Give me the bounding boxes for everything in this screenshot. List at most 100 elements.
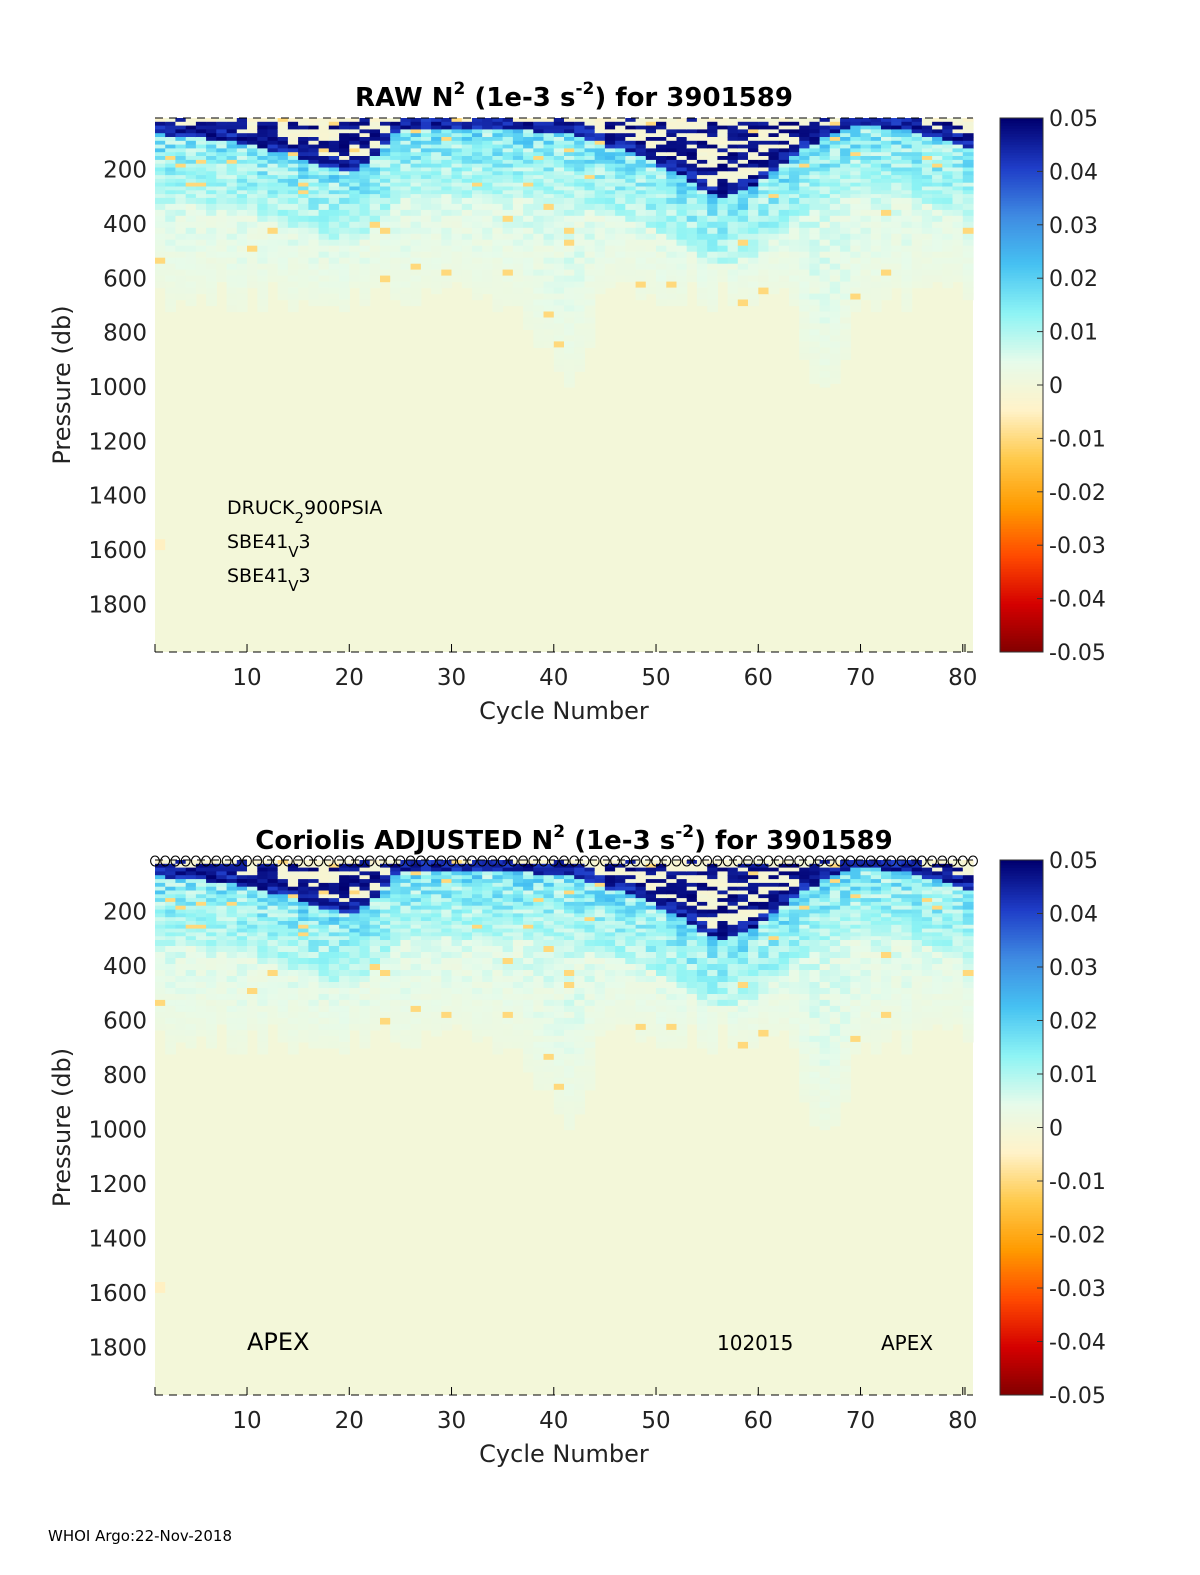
heatmap-cell bbox=[287, 245, 299, 253]
heatmap-cell bbox=[553, 863, 565, 869]
colorbar-strip bbox=[1000, 294, 1043, 298]
heatmap-cell bbox=[523, 970, 534, 977]
heatmap-cell bbox=[441, 905, 453, 911]
colorbar-tick-label: 0.01 bbox=[1049, 321, 1098, 346]
heatmap-cell bbox=[400, 946, 412, 953]
heatmap-cell bbox=[359, 1029, 371, 1037]
heatmap-cell bbox=[543, 905, 555, 911]
heatmap-cell bbox=[298, 159, 309, 165]
heatmap-cell bbox=[666, 175, 678, 180]
heatmap-cell bbox=[533, 917, 545, 922]
heatmap-cell bbox=[308, 275, 320, 283]
heatmap-cell bbox=[645, 194, 657, 199]
heatmap-cell bbox=[226, 233, 238, 241]
heatmap-cell bbox=[512, 940, 524, 947]
heatmap-cell bbox=[737, 293, 749, 301]
heatmap-cell bbox=[247, 917, 258, 922]
heatmap-cell bbox=[492, 167, 504, 172]
heatmap-cell bbox=[696, 239, 708, 247]
heatmap-cell bbox=[165, 890, 176, 895]
heatmap-cell bbox=[257, 275, 269, 283]
heatmap-cell bbox=[758, 233, 770, 241]
heatmap-cell bbox=[533, 305, 545, 313]
heatmap-cell bbox=[748, 118, 759, 123]
heatmap-cell bbox=[727, 245, 739, 253]
heatmap-cell bbox=[676, 125, 688, 130]
heatmap-cell bbox=[482, 909, 493, 914]
heatmap-cell bbox=[482, 257, 493, 265]
heatmap-cell bbox=[942, 133, 954, 138]
heatmap-cell bbox=[380, 129, 391, 134]
heatmap-cell bbox=[860, 137, 872, 142]
heatmap-cell bbox=[328, 988, 340, 995]
heatmap-cell bbox=[339, 970, 350, 977]
heatmap-cell bbox=[287, 239, 299, 247]
heatmap-cell bbox=[318, 905, 330, 911]
heatmap-cell bbox=[819, 197, 831, 205]
heatmap-cell bbox=[369, 275, 381, 283]
heatmap-cell bbox=[155, 890, 166, 895]
heatmap-cell bbox=[195, 970, 207, 977]
heatmap-cell bbox=[195, 917, 207, 922]
heatmap-cell bbox=[410, 932, 422, 937]
heatmap-cell bbox=[257, 879, 269, 884]
heatmap-cell bbox=[523, 203, 534, 211]
heatmap-cell bbox=[328, 233, 340, 241]
heatmap-cell bbox=[564, 215, 575, 223]
heatmap-cell bbox=[175, 1029, 187, 1037]
heatmap-cell bbox=[533, 1005, 545, 1013]
heatmap-cell bbox=[175, 203, 187, 211]
heatmap-cell bbox=[349, 909, 361, 914]
heatmap-cell bbox=[349, 245, 361, 253]
heatmap-cell bbox=[328, 976, 340, 983]
heatmap-cell bbox=[564, 175, 575, 180]
heatmap-cell bbox=[829, 221, 841, 229]
heatmap-cell bbox=[339, 928, 350, 933]
heatmap-cell bbox=[277, 879, 289, 884]
heatmap-cell bbox=[962, 221, 974, 229]
heatmap-cell bbox=[564, 875, 575, 880]
heatmap-cell bbox=[185, 913, 197, 918]
heatmap-cell bbox=[226, 178, 238, 184]
heatmap-cell bbox=[870, 197, 882, 205]
heatmap-cell bbox=[277, 964, 289, 971]
heatmap-cell bbox=[349, 133, 361, 138]
heatmap-cell bbox=[287, 928, 299, 933]
heatmap-cell bbox=[482, 137, 493, 142]
heatmap-cell bbox=[287, 982, 299, 989]
heatmap-cell bbox=[257, 913, 269, 918]
heatmap-cell bbox=[349, 175, 361, 180]
heatmap-cell bbox=[359, 152, 371, 157]
heatmap-cell bbox=[492, 118, 504, 123]
heatmap-cell bbox=[564, 287, 575, 295]
heatmap-cell bbox=[451, 251, 463, 259]
heatmap-cell bbox=[400, 901, 412, 907]
heatmap-cell bbox=[942, 269, 954, 277]
heatmap-cell bbox=[461, 194, 473, 199]
heatmap-cell bbox=[727, 178, 739, 184]
heatmap-cell bbox=[257, 958, 269, 965]
heatmap-cell bbox=[420, 263, 432, 271]
heatmap-cell bbox=[339, 227, 350, 235]
heatmap-cell bbox=[226, 970, 238, 977]
heatmap-cell bbox=[175, 1035, 187, 1043]
heatmap-cell bbox=[461, 1023, 473, 1031]
heatmap-cell bbox=[523, 999, 534, 1007]
heatmap-cell bbox=[523, 159, 534, 165]
heatmap-cell bbox=[737, 209, 749, 217]
heatmap-cell bbox=[523, 1047, 534, 1055]
heatmap-cell bbox=[165, 275, 176, 283]
colorbar-strip bbox=[1000, 144, 1043, 148]
heatmap-cell bbox=[543, 946, 555, 953]
heatmap-cell bbox=[901, 227, 913, 235]
heatmap-cell bbox=[461, 999, 473, 1007]
x-tick-label: 70 bbox=[846, 665, 875, 691]
heatmap-cell bbox=[400, 144, 412, 149]
heatmap-cell bbox=[400, 1023, 412, 1031]
heatmap-cell bbox=[298, 203, 309, 211]
heatmap-cell bbox=[287, 958, 299, 965]
heatmap-cell bbox=[369, 905, 381, 911]
heatmap-cell bbox=[195, 882, 207, 888]
colorbar-strip bbox=[1000, 264, 1043, 269]
heatmap-cell bbox=[737, 182, 749, 188]
